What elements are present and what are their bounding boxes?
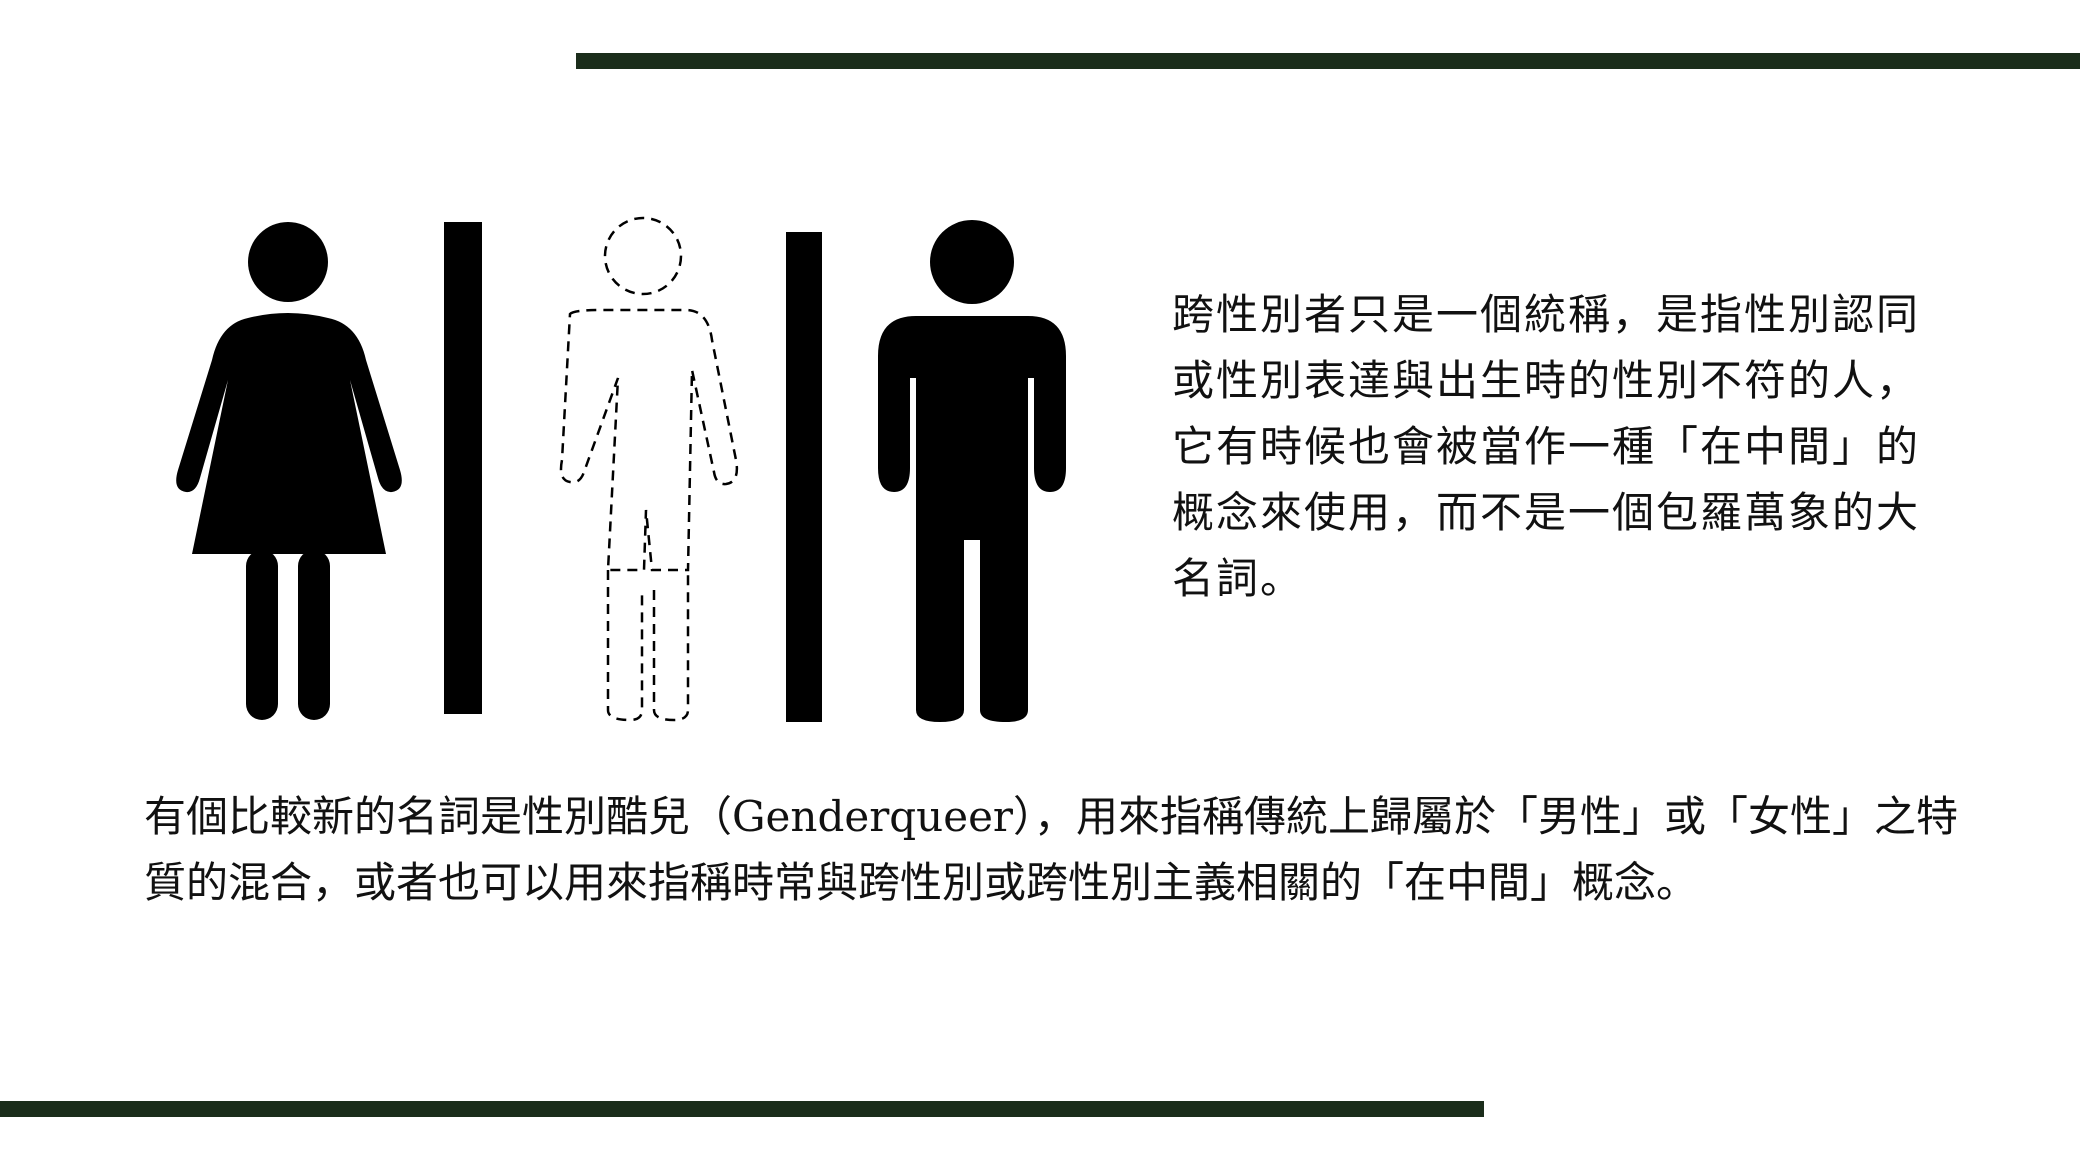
bottom-accent-bar <box>0 1101 1484 1117</box>
male-figure-icon <box>878 220 1066 722</box>
transgender-definition-paragraph: 跨性別者只是一個統稱，是指性別認同或性別表達與出生時的性別不符的人，它有時候也會… <box>1172 290 1921 603</box>
divider-bar-left <box>444 222 482 714</box>
gender-figures-illustration <box>160 210 1080 730</box>
top-accent-bar <box>576 53 2080 69</box>
divider-bar-right <box>786 232 822 722</box>
genderqueer-definition-paragraph: 有個比較新的名詞是性別酷兒（Genderqueer），用來指稱傳統上歸屬於「男性… <box>144 792 1959 907</box>
dashed-outline-figure-icon <box>559 216 739 722</box>
female-figure-icon <box>176 222 402 720</box>
